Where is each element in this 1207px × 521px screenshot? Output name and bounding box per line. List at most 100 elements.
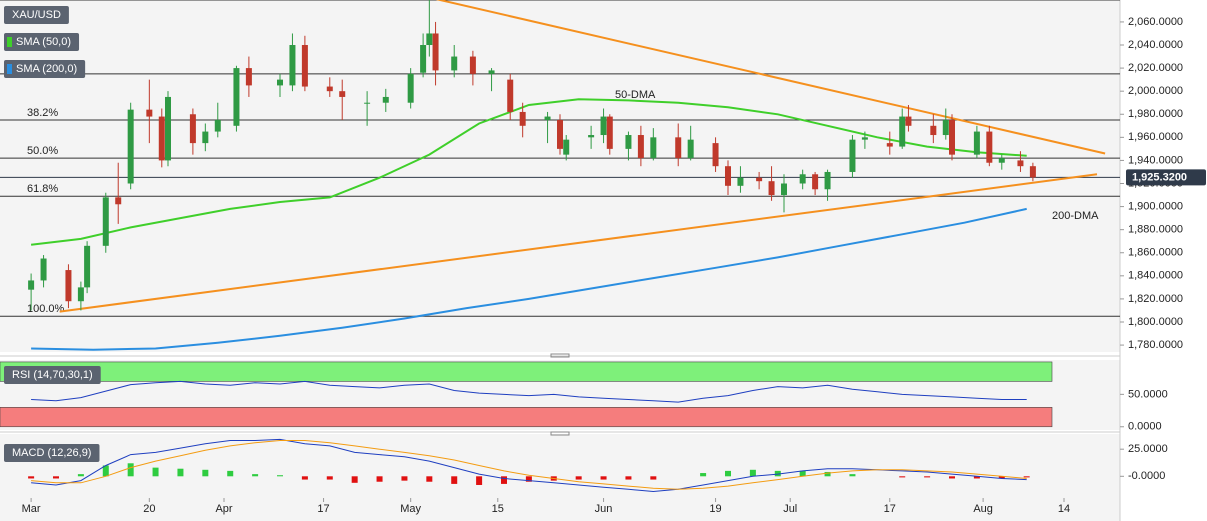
candle-body	[277, 79, 283, 86]
candle-body	[650, 137, 657, 159]
histogram-bar	[326, 476, 333, 480]
candle-body	[519, 111, 526, 126]
legend-tag	[4, 444, 100, 462]
legend-tag	[4, 366, 101, 384]
histogram-bar	[700, 473, 707, 477]
y-tick-label: 0.0000	[1128, 421, 1162, 433]
y-tick-label: 2,060.0000	[1128, 16, 1183, 28]
histogram-bar	[899, 476, 906, 478]
candle-body	[420, 45, 427, 73]
histogram-bar	[575, 476, 582, 480]
moving-average	[31, 207, 1027, 351]
histogram-bar	[774, 470, 781, 477]
y-tick-label: 1,980.0000	[1128, 108, 1183, 120]
candle-body	[301, 45, 308, 87]
x-tick-label: 14	[1058, 503, 1070, 515]
histogram-bar	[1023, 476, 1030, 478]
candle-body	[65, 270, 72, 302]
candle-body	[849, 139, 856, 172]
histogram-bar	[650, 476, 657, 480]
x-tick-label: 17	[884, 503, 896, 515]
candle-body	[1017, 160, 1024, 167]
histogram-bar	[525, 476, 532, 482]
histogram-bar	[824, 471, 831, 477]
legend-label: XAU/USD	[12, 9, 61, 21]
date-axis	[0, 498, 1120, 521]
candle-body	[507, 79, 514, 112]
candle-body	[469, 56, 476, 74]
fib-label: 38.2%	[27, 107, 58, 119]
legend-tag	[4, 6, 69, 24]
x-tick-label: 20	[143, 503, 155, 515]
y-tick-label: 1,800.0000	[1128, 316, 1183, 328]
rsi-band	[0, 407, 1053, 428]
x-tick-label: May	[400, 503, 421, 515]
annotation: 200-DMA	[1052, 210, 1099, 222]
histogram-bar	[401, 476, 408, 481]
candle-body	[949, 120, 955, 155]
trend-line	[435, 0, 1106, 155]
histogram-bar	[501, 476, 507, 484]
candle-body	[127, 109, 134, 184]
candle-body	[326, 86, 333, 92]
histogram-bar	[476, 476, 483, 485]
y-tick-label: 2,000.0000	[1128, 85, 1183, 97]
x-tick-label: 17	[317, 503, 329, 515]
histogram-bar	[973, 476, 980, 479]
candle-body	[756, 177, 763, 182]
fib-label: 61.8%	[27, 183, 58, 195]
histogram-bar	[28, 476, 35, 479]
annotation: 50-DMA	[615, 89, 656, 101]
histogram-bar	[949, 476, 955, 479]
y-tick-label: 2,020.0000	[1128, 62, 1183, 74]
candle-body	[725, 166, 731, 186]
candle-body	[886, 143, 893, 147]
candle-body	[158, 116, 165, 161]
resize-handle	[550, 353, 570, 358]
price-panel	[0, 0, 1120, 352]
candle-body	[799, 174, 806, 184]
candle-body	[637, 135, 644, 159]
candle-body	[930, 125, 937, 136]
candle-body	[812, 174, 819, 190]
candle-body	[102, 197, 109, 246]
y-tick-label: -0.0000	[1128, 470, 1165, 482]
candle-body	[998, 158, 1005, 163]
y-tick-label: 1,780.0000	[1128, 339, 1183, 351]
y-tick-label: 1,960.0000	[1128, 131, 1183, 143]
candle-body	[146, 109, 153, 117]
legend-swatch	[7, 37, 12, 47]
candle-body	[563, 139, 570, 155]
candle-body	[600, 116, 607, 136]
candle-body	[189, 114, 196, 144]
macd-line	[31, 438, 1027, 493]
candle-body	[606, 116, 613, 149]
moving-average	[30, 98, 1027, 246]
histogram-bar	[426, 476, 433, 482]
x-tick-label: Aug	[973, 503, 993, 515]
x-tick-label: 19	[709, 503, 721, 515]
candle-body	[77, 287, 84, 302]
histogram-bar	[376, 476, 383, 482]
candle-body	[781, 183, 787, 196]
legend-label: RSI (14,70,30,1)	[12, 369, 93, 381]
x-tick-label: Jul	[783, 503, 797, 515]
candle-body	[432, 33, 439, 71]
histogram-bar	[177, 468, 184, 477]
trend-line	[59, 173, 1098, 313]
legend-swatch	[7, 64, 12, 74]
histogram-bar	[152, 467, 159, 477]
histogram-bar	[451, 476, 458, 484]
candle-body	[165, 96, 171, 161]
histogram-bar	[301, 476, 308, 480]
y-tick-label: 50.0000	[1128, 388, 1168, 400]
candle-body	[675, 137, 682, 159]
x-tick-label: Apr	[215, 503, 232, 515]
candle-body	[84, 245, 91, 288]
histogram-bar	[351, 476, 358, 483]
histogram-bar	[749, 469, 756, 477]
histogram-bar	[53, 476, 59, 479]
candle-body	[382, 96, 389, 103]
candle-body	[339, 91, 346, 97]
